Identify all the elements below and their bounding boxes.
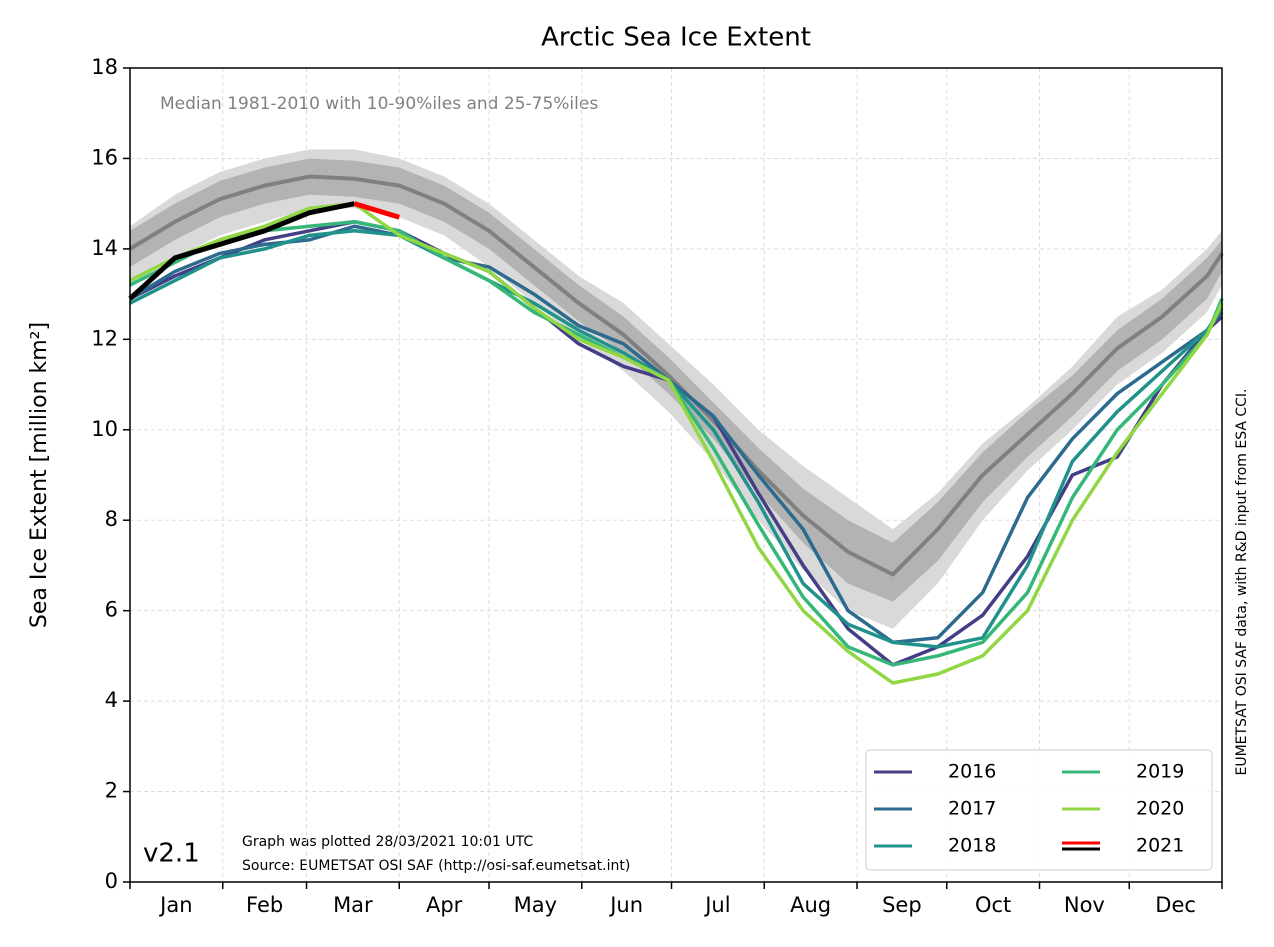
legend-label: 2018 [948, 835, 996, 857]
legend: 2016 2017 2018 2019 2020 2021 [865, 749, 1213, 871]
series-line-recent [353, 201, 400, 220]
y-tick-label: 6 [105, 598, 118, 622]
x-tick-label: Jul [703, 893, 730, 917]
x-tick-label: Mar [333, 893, 373, 917]
y-tick-label: 14 [91, 236, 118, 260]
y-tick-label: 0 [105, 869, 118, 893]
series-line [129, 224, 1224, 645]
y-tick-label: 4 [105, 688, 118, 712]
y-tick-label: 10 [91, 417, 118, 441]
x-tick-label: Nov [1064, 893, 1105, 917]
version-label: v2.1 [143, 839, 200, 869]
note: Graph was plotted 28/03/2021 10:01 UTC [242, 834, 533, 850]
legend-label: 2017 [948, 798, 996, 820]
x-tick-label: Jan [158, 893, 192, 917]
y-tick-label: 2 [105, 779, 118, 803]
legend-label: 2021 [1136, 835, 1184, 857]
x-tick-label: Jun [608, 893, 643, 917]
x-tick-label: Sep [882, 893, 922, 917]
note: Source: EUMETSAT OSI SAF (http://osi-saf… [242, 858, 630, 874]
series-line [129, 220, 1224, 667]
y-tick-label: 16 [91, 145, 118, 169]
y-tick-label: 12 [91, 326, 118, 350]
y-tick-label: 8 [105, 507, 118, 531]
series-line [129, 220, 1224, 667]
x-tick-label: Oct [975, 893, 1011, 917]
legend-box [865, 749, 1213, 871]
credit: EUMETSAT OSI SAF data, with R&D input fr… [1234, 388, 1250, 775]
x-tick-label: May [514, 893, 557, 917]
x-tick-label: Dec [1155, 893, 1196, 917]
x-tick-label: Aug [790, 893, 831, 917]
legend-label: 2016 [948, 761, 996, 783]
series-line [128, 201, 355, 301]
series-line [129, 229, 1224, 649]
percentile-band [130, 158, 1222, 602]
series-line [129, 201, 1224, 685]
chart-title: Arctic Sea Ice Extent [541, 23, 811, 53]
y-tick-label: 18 [91, 55, 118, 79]
x-tick-label: Feb [246, 893, 283, 917]
y-axis-label: Sea Ice Extent [million km²] [27, 322, 52, 628]
legend-label: 2019 [1136, 761, 1184, 783]
subtitle: Median 1981-2010 with 10-90%iles and 25-… [160, 94, 598, 114]
plot-frame [129, 67, 1223, 883]
x-tick-label: Apr [426, 893, 463, 917]
legend-label: 2020 [1136, 798, 1184, 820]
